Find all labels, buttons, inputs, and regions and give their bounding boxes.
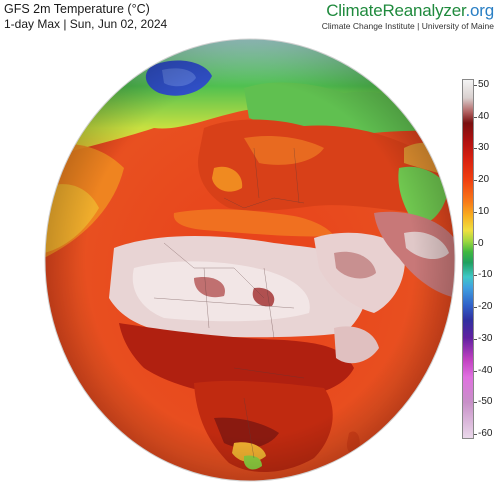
brand-name: ClimateReanalyzer.org <box>322 1 494 21</box>
map-title: GFS 2m Temperature (°C) <box>4 2 150 16</box>
colorbar-tick-mark <box>474 180 477 182</box>
temperature-colorbar <box>462 79 474 439</box>
colorbar-tick-mark <box>474 402 477 404</box>
colorbar-tick-label: 30 <box>478 142 490 154</box>
colorbar-tick-label: 10 <box>478 205 490 217</box>
colorbar-tick-label: -20 <box>478 301 493 313</box>
temperature-globe <box>44 38 456 482</box>
colorbar-tick-label: -60 <box>478 428 493 439</box>
colorbar-tick-mark <box>474 370 477 372</box>
brand-logo[interactable]: ClimateReanalyzer.org Climate Change Ins… <box>322 1 494 31</box>
colorbar-tick-mark <box>474 338 477 340</box>
brand-subtitle: Climate Change Institute | University of… <box>321 21 494 31</box>
colorbar-tick-mark <box>474 243 477 245</box>
brand-name-tld: .org <box>465 1 495 20</box>
colorbar-tick-mark <box>474 275 477 277</box>
colorbar-tick-label: -30 <box>478 332 493 344</box>
colorbar-tick-label: -50 <box>478 396 493 408</box>
colorbar-tick-mark <box>474 211 477 213</box>
brand-name-main: ClimateReanalyzer <box>326 1 466 20</box>
colorbar-tick-mark <box>474 85 477 86</box>
colorbar-tick-label: 20 <box>478 174 490 186</box>
colorbar-tick-label: 40 <box>478 110 490 122</box>
colorbar-tick-label: 50 <box>478 79 490 90</box>
colorbar-tick-label: 0 <box>478 237 484 249</box>
colorbar-tick-mark <box>474 307 477 309</box>
colorbar-tick-label: -40 <box>478 364 493 376</box>
colorbar-tick-mark <box>474 116 477 118</box>
map-subtitle: 1-day Max | Sun, Jun 02, 2024 <box>4 17 168 31</box>
colorbar-tick-mark <box>474 148 477 150</box>
colorbar-tick-mark <box>474 434 477 435</box>
colorbar-tick-label: -10 <box>478 269 493 281</box>
